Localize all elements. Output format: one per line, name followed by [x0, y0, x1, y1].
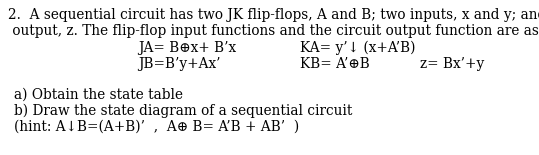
- Text: a) Obtain the state table: a) Obtain the state table: [14, 88, 183, 102]
- Text: 2.  A sequential circuit has two JK flip-flops, A and B; two inputs, x and y; an: 2. A sequential circuit has two JK flip-…: [8, 8, 539, 22]
- Text: JA= B⊕x+ B’x: JA= B⊕x+ B’x: [138, 41, 236, 55]
- Text: JB=B’y+Ax’: JB=B’y+Ax’: [138, 57, 220, 71]
- Text: KA= y’↓ (x+A’B): KA= y’↓ (x+A’B): [300, 41, 416, 55]
- Text: output, z. The flip-flop input functions and the circuit output function are as : output, z. The flip-flop input functions…: [8, 24, 539, 38]
- Text: b) Draw the state diagram of a sequential circuit: b) Draw the state diagram of a sequentia…: [14, 104, 353, 118]
- Text: KB= A’⊕B: KB= A’⊕B: [300, 57, 370, 71]
- Text: (hint: A↓B=(A+B)’  ,  A⊕ B= A’B + AB’  ): (hint: A↓B=(A+B)’ , A⊕ B= A’B + AB’ ): [14, 120, 299, 134]
- Text: z= Bx’+y: z= Bx’+y: [420, 57, 484, 71]
